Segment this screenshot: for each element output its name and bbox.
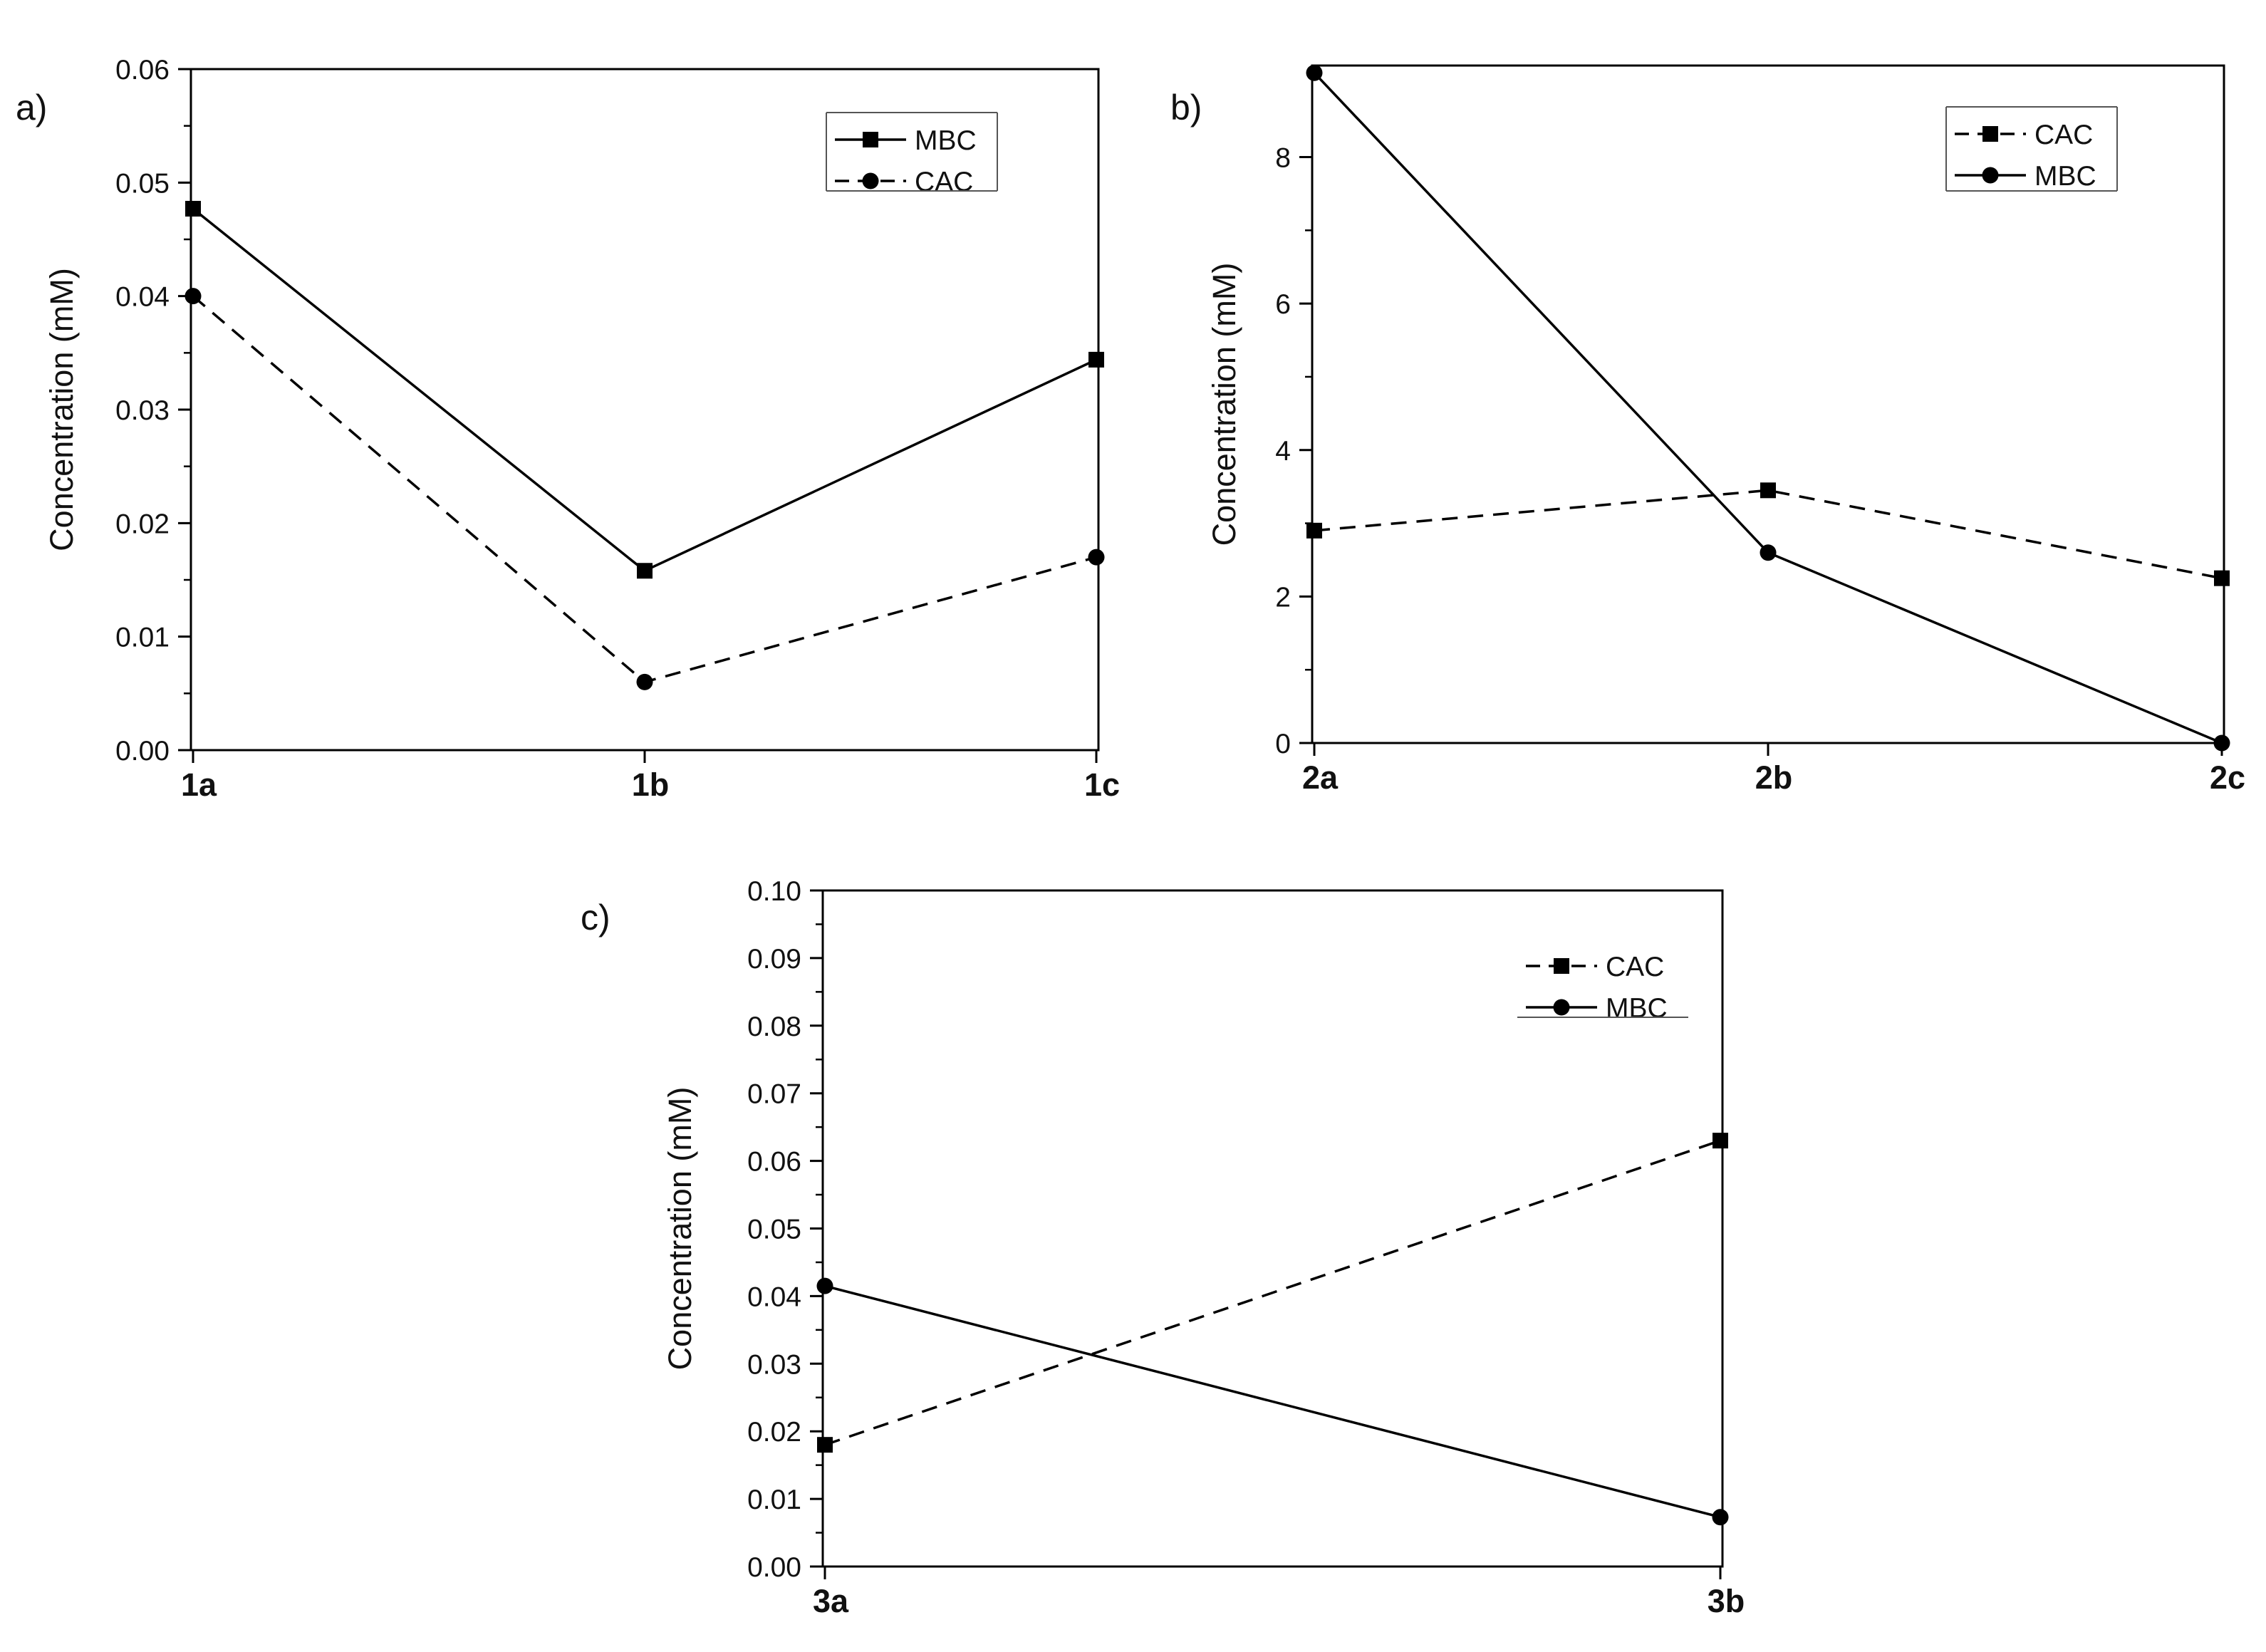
legend-label-cac: CAC [2034, 120, 2093, 150]
data-point-cac [1306, 522, 1322, 539]
y-tick-label: 0.02 [747, 1417, 801, 1448]
data-point-cac [2214, 570, 2230, 586]
chart-panel-2: b) 0 2 4 6 8 2a 2b 2c Concentration (mM) CAC MBC [1170, 64, 2245, 796]
legend-marker-cac [1982, 126, 1998, 142]
y-tick-label: 0.06 [747, 1147, 801, 1178]
y-tick-label: 0.03 [747, 1349, 801, 1380]
y-tick-label: 0.08 [747, 1012, 801, 1042]
y-tick-label: 0.10 [747, 876, 801, 907]
legend-marker-mbc [1982, 167, 1999, 184]
x-category-label: 1c [1084, 767, 1120, 803]
plot-frame [821, 889, 1724, 1568]
data-point-cac [817, 1437, 833, 1453]
y-tick-label: 0 [1275, 729, 1291, 759]
chart-panel-1: a) 0.00 0.01 0.02 0.03 0.04 0.05 0.06 1a 1b 1c Conc… [16, 55, 1120, 803]
data-point-cac [1088, 549, 1105, 566]
legend-marker-mbc [863, 132, 878, 147]
chart-panel-3: c) 0.00 0.01 0.02 0.03 0.04 0.05 0.06 0.07 0.08 0.… [581, 876, 1745, 1619]
y-axis-title: Concentration (mM) [43, 268, 80, 551]
x-category-label: 2b [1755, 759, 1793, 796]
y-tick-label: 0.00 [115, 736, 170, 767]
y-tick-label: 0.09 [747, 944, 801, 975]
x-category-label: 2c [2210, 759, 2245, 796]
legend-label-mbc: MBC [915, 125, 977, 156]
legend-label-mbc: MBC [1606, 993, 1668, 1024]
data-point-mbc [1306, 64, 1323, 81]
legend-label-mbc: MBC [2034, 161, 2096, 192]
series-line-cac [192, 295, 1097, 684]
legend-label-cac: CAC [1606, 952, 1664, 982]
y-tick-label: 8 [1275, 143, 1291, 174]
x-category-label: 2a [1302, 759, 1339, 796]
legend: CAC MBC [1945, 106, 2118, 192]
y-tick-label: 0.00 [747, 1552, 801, 1583]
y-tick-label: 4 [1275, 436, 1291, 467]
legend-marker-cac [862, 172, 879, 189]
series-line-cac [1314, 489, 2223, 580]
series-line-mbc [192, 207, 1097, 573]
data-point-cac [184, 288, 202, 305]
y-tick-label: 0.05 [115, 168, 170, 199]
y-tick-label: 0.07 [747, 1079, 801, 1110]
y-tick-label: 0.04 [115, 282, 170, 313]
data-point-mbc [1760, 544, 1777, 561]
y-tick-label: 0.05 [747, 1215, 801, 1245]
legend-marker-mbc [1553, 999, 1570, 1016]
y-axis-title: Concentration (mM) [662, 1087, 698, 1371]
series-line-mbc [824, 1284, 1721, 1519]
x-category-label: 1a [181, 767, 217, 803]
data-point-cac [1713, 1133, 1728, 1149]
y-axis-title: Concentration (mM) [1206, 263, 1242, 546]
data-point-mbc [1088, 351, 1104, 368]
data-point-mbc [185, 200, 201, 217]
y-tick-label: 6 [1275, 289, 1291, 320]
data-point-mbc [2213, 734, 2230, 752]
data-point-cac [1760, 482, 1776, 499]
y-tick-label: 0.01 [115, 623, 170, 653]
y-tick-label: 0.01 [747, 1485, 801, 1515]
x-category-label: 3b [1708, 1583, 1745, 1619]
data-point-mbc [637, 563, 653, 579]
y-tick-label: 0.03 [115, 395, 170, 426]
panel-label: c) [581, 898, 610, 937]
data-point-cac [636, 673, 653, 690]
data-point-mbc [816, 1277, 833, 1294]
series-line-cac [824, 1139, 1721, 1446]
legend: MBC CAC [826, 112, 998, 197]
x-category-label: 3a [813, 1583, 849, 1619]
x-category-label: 1b [632, 767, 670, 803]
y-tick-label: 0.02 [115, 509, 170, 539]
legend: CAC MBC [1517, 952, 1688, 1024]
y-tick-label: 0.06 [115, 55, 170, 85]
panel-label: b) [1170, 88, 1202, 128]
legend-label-cac: CAC [915, 167, 973, 197]
panel-label: a) [16, 88, 47, 128]
y-tick-label: 2 [1275, 582, 1291, 613]
legend-marker-cac [1554, 958, 1569, 974]
y-tick-label: 0.04 [747, 1282, 801, 1312]
data-point-mbc [1712, 1509, 1729, 1526]
